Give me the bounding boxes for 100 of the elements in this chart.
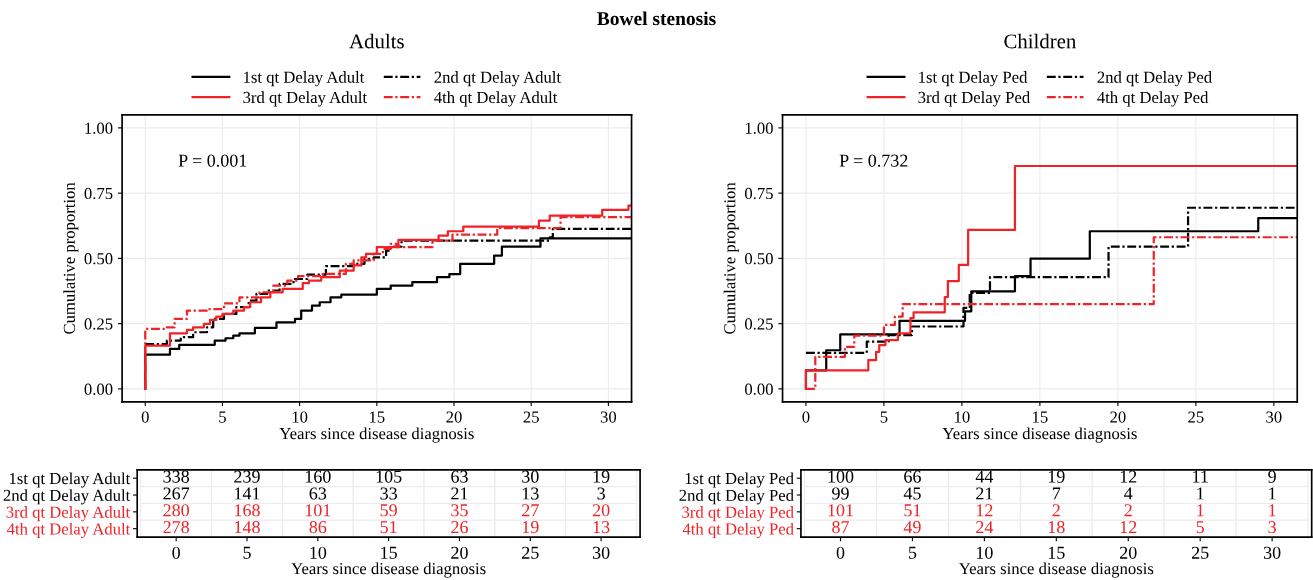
data-label: 1 [1269, 487, 1276, 500]
x-tick-label: 25 [1191, 546, 1209, 559]
data-label: 13 [593, 521, 610, 534]
x-axis-title: Years since disease diagnosis [279, 427, 474, 443]
y-tick-label: 1.00 [85, 122, 113, 134]
data-label: 2 [1052, 504, 1060, 517]
data-label: 1 [1197, 504, 1204, 517]
x-tick-label: 0 [836, 546, 845, 559]
x-tick-label: 20 [1120, 546, 1137, 559]
x-tick-label: 25 [1188, 411, 1204, 423]
data-label: 27 [522, 504, 539, 517]
x-tick-label: 10 [976, 546, 993, 559]
data-label: 105 [376, 470, 402, 483]
data-label: 18 [1048, 521, 1065, 534]
data-label: 278 [163, 521, 190, 534]
data-label: 99 [832, 487, 849, 500]
legend-label: 3rd qt Delay Ped [918, 91, 1030, 107]
data-label: 1 [1197, 487, 1204, 500]
data-label: 66 [904, 470, 921, 483]
x-tick-label: 15 [381, 546, 397, 559]
data-label: 160 [305, 470, 331, 483]
data-label: 19 [1048, 470, 1065, 483]
data-label: 51 [380, 521, 397, 534]
chart-subtitle: Adults [349, 33, 404, 49]
x-tick-label: 30 [1263, 546, 1281, 559]
x-axis-title: Years since disease diagnosis [942, 427, 1137, 443]
data-label: 13 [522, 487, 539, 500]
chart-subtitle: Children [1004, 33, 1077, 49]
y-tick-label: 0.25 [744, 318, 773, 330]
legend-label: 3rd qt Delay Adult [243, 91, 368, 107]
y-tick-label: 1.00 [745, 122, 773, 134]
data-label: 51 [904, 504, 921, 517]
y-axis-title: Cumulative proportion [63, 182, 79, 334]
data-label: 11 [1193, 470, 1208, 483]
y-tick-label: 1st qt Delay Ped [685, 472, 794, 488]
x-tick-label: 30 [592, 546, 610, 559]
annotation: P = 0.732 [839, 154, 908, 167]
data-label: 141 [235, 487, 260, 500]
data-label: 49 [903, 521, 921, 534]
legend-label: 4th qt Delay Ped [1097, 91, 1209, 107]
legend-label: 1st qt Delay Ped [919, 71, 1028, 87]
legend-label: 4th qt Delay Adult [434, 91, 558, 107]
data-label: 33 [380, 487, 397, 500]
y-tick-label: 0.25 [84, 318, 113, 330]
y-tick-label: 3rd qt Delay Adult [6, 506, 131, 522]
data-label: 19 [522, 521, 539, 534]
data-label: 3 [597, 487, 605, 500]
data-label: 1 [1269, 504, 1276, 517]
x-axis-title: Years since disease diagnosis [958, 562, 1154, 578]
x-tick-label: 10 [955, 411, 970, 423]
data-label: 26 [451, 521, 468, 534]
y-tick-label: 0.50 [84, 253, 113, 265]
data-label: 101 [305, 504, 331, 517]
x-tick-label: 0 [802, 411, 810, 423]
data-label: 4 [1124, 487, 1133, 500]
data-label: 44 [975, 470, 994, 483]
x-tick-label: 20 [1110, 411, 1126, 423]
x-tick-label: 0 [172, 546, 180, 559]
x-tick-label: 15 [369, 411, 385, 423]
data-label: 280 [163, 504, 190, 517]
data-label: 5 [1196, 521, 1204, 534]
data-label: 59 [380, 504, 397, 517]
data-label: 21 [976, 487, 993, 500]
y-tick-label: 0.75 [744, 187, 773, 200]
x-tick-label: 10 [310, 546, 327, 559]
data-label: 12 [1120, 521, 1137, 534]
data-label: 21 [451, 487, 468, 500]
data-label: 45 [903, 487, 921, 500]
data-label: 2 [1124, 504, 1132, 517]
y-tick-label: 1st qt Delay Adult [9, 472, 131, 488]
chart-title: Bowel stenosis [597, 11, 716, 26]
data-label: 24 [976, 521, 994, 534]
data-label: 168 [235, 504, 260, 517]
annotation: P = 0.001 [178, 154, 247, 167]
data-label: 267 [163, 487, 190, 500]
x-tick-label: 5 [219, 411, 226, 423]
y-tick-label: 4th qt Delay Adult [6, 522, 131, 539]
x-tick-label: 30 [1266, 411, 1282, 423]
data-label: 86 [309, 521, 327, 534]
data-label: 7 [1052, 487, 1061, 500]
data-label: 338 [163, 470, 190, 483]
x-tick-label: 20 [451, 546, 468, 559]
legend-label: 2nd qt Delay Adult [434, 71, 561, 87]
legend-label: 2nd qt Delay Ped [1097, 71, 1212, 87]
data-label: 100 [828, 470, 854, 483]
data-label: 12 [1120, 470, 1137, 483]
x-tick-label: 5 [880, 411, 888, 423]
y-axis-title: Cumulative proportion [723, 182, 739, 334]
y-tick-label: 4th qt Delay Ped [682, 522, 794, 539]
x-tick-label: 15 [1048, 546, 1065, 559]
x-tick-label: 25 [522, 546, 539, 559]
data-label: 3 [1268, 521, 1276, 534]
data-label: 148 [235, 521, 260, 534]
data-label: 239 [234, 470, 260, 483]
y-tick-label: 0.75 [84, 187, 113, 200]
x-tick-label: 5 [908, 546, 917, 559]
data-label: 9 [1268, 470, 1276, 483]
x-tick-label: 0 [141, 411, 149, 423]
data-label: 30 [522, 470, 539, 483]
data-label: 63 [309, 487, 327, 500]
